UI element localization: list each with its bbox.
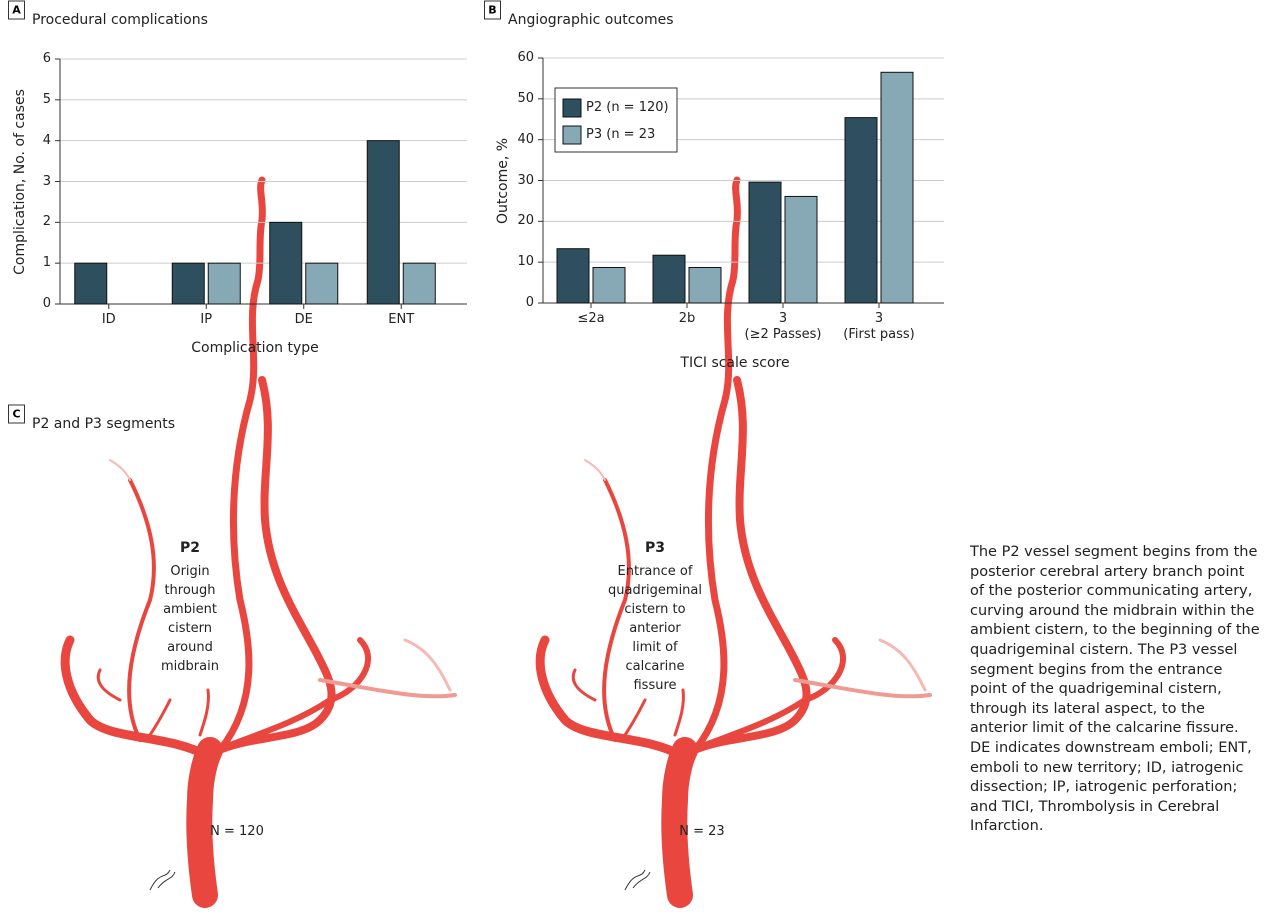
panel-title: Procedural complications: [32, 12, 208, 28]
y-axis-title: Complication, No. of cases: [12, 89, 28, 275]
segment-label: P2: [180, 540, 200, 556]
bar: [403, 263, 435, 304]
y-tick-label: 40: [517, 132, 534, 148]
bar: [749, 182, 781, 303]
y-tick-label: 0: [526, 295, 534, 311]
x-tick-label: ENT: [388, 312, 414, 328]
bar: [593, 267, 625, 303]
bar: [306, 263, 338, 304]
y-tick-label: 5: [43, 92, 51, 108]
sample-size: N = 120: [210, 824, 264, 840]
panel-label: C: [8, 405, 25, 424]
y-tick-label: 20: [517, 213, 534, 229]
bar: [367, 141, 399, 304]
y-tick-label: 4: [43, 133, 51, 149]
y-tick-label: 10: [517, 254, 534, 270]
bar: [785, 196, 817, 303]
y-tick-label: 2: [43, 214, 51, 230]
caption: The P2 vessel segment begins from the po…: [970, 543, 1262, 837]
panel-title: Angiographic outcomes: [508, 12, 674, 28]
y-tick-label: 1: [43, 255, 51, 271]
signature: [150, 870, 175, 890]
segment-description: Origin through ambient cistern around mi…: [161, 562, 219, 676]
x-tick-label: IP: [200, 312, 212, 328]
legend-swatch: [563, 126, 581, 144]
signature: [625, 870, 650, 890]
figure: The P2 vessel segment begins from the po…: [0, 0, 1265, 920]
bar: [75, 263, 107, 304]
bar: [881, 72, 913, 303]
y-tick-label: 30: [517, 173, 534, 189]
bar: [172, 263, 204, 304]
x-axis-title: TICI scale score: [680, 355, 789, 371]
x-tick-label: 3 (First pass): [843, 311, 914, 343]
y-tick-label: 3: [43, 174, 51, 190]
y-axis-title: Outcome, %: [495, 137, 511, 223]
y-tick-label: 6: [43, 51, 51, 67]
legend-label: P2 (n = 120): [586, 100, 669, 116]
bar: [270, 222, 302, 304]
x-tick-label: ≤2a: [577, 311, 604, 327]
bar: [653, 255, 685, 303]
y-tick-label: 50: [517, 91, 534, 107]
bar: [845, 118, 877, 303]
x-tick-label: 3 (≥2 Passes): [745, 311, 822, 343]
bar: [557, 249, 589, 303]
x-axis-title: Complication type: [191, 340, 318, 356]
y-tick-label: 60: [517, 50, 534, 66]
legend-swatch: [563, 99, 581, 117]
sample-size: N = 23: [679, 824, 724, 840]
y-tick-label: 0: [43, 296, 51, 312]
segment-description: Entrance of quadrigeminal cistern to ant…: [608, 562, 702, 695]
panel-title: P2 and P3 segments: [32, 416, 175, 432]
x-tick-label: ID: [102, 312, 116, 328]
segment-label: P3: [645, 540, 665, 556]
x-tick-label: DE: [295, 312, 313, 328]
bar: [689, 267, 721, 303]
x-tick-label: 2b: [679, 311, 696, 327]
bar: [208, 263, 240, 304]
legend-label: P3 (n = 23: [586, 127, 655, 143]
panel-label: A: [8, 1, 25, 20]
panel-label: B: [484, 1, 501, 20]
